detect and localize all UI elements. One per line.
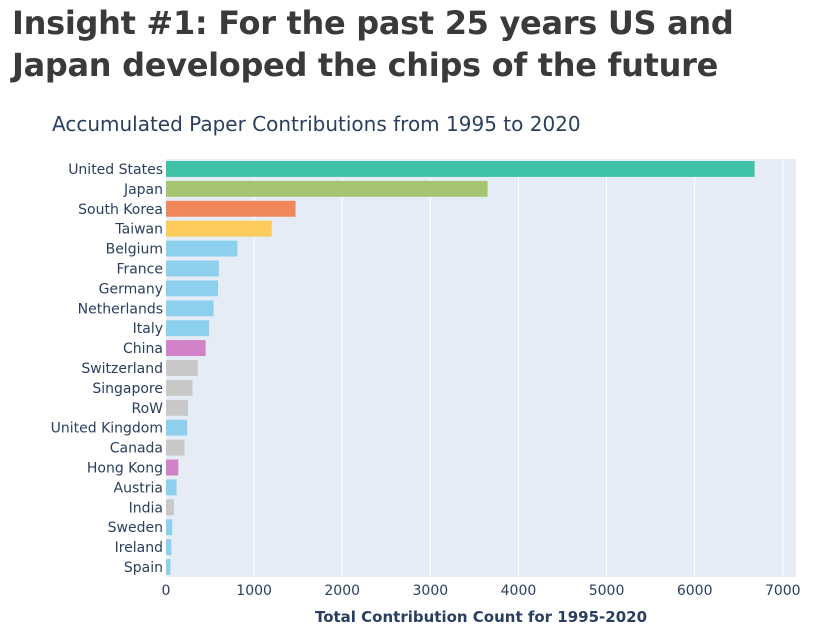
category-label: Spain bbox=[124, 560, 163, 576]
category-label: Japan bbox=[123, 182, 163, 198]
bar bbox=[166, 479, 177, 496]
page-headline: Insight #1: For the past 25 years US and… bbox=[12, 4, 734, 84]
category-label: Hong Kong bbox=[87, 461, 163, 477]
x-tick-label: 6000 bbox=[677, 583, 713, 599]
bar bbox=[166, 559, 171, 576]
bar bbox=[166, 160, 755, 177]
bar bbox=[166, 399, 189, 416]
bar bbox=[166, 180, 488, 197]
category-labels: United States Japan South Korea Taiwan Belgi… bbox=[51, 162, 164, 576]
category-label: Belgium bbox=[106, 242, 163, 258]
x-tick-label: 2000 bbox=[324, 583, 360, 599]
x-tick-label: 4000 bbox=[501, 583, 537, 599]
category-label: Netherlands bbox=[78, 301, 163, 317]
bar bbox=[166, 419, 188, 436]
category-label: Sweden bbox=[108, 520, 163, 536]
category-label: United States bbox=[68, 162, 163, 178]
bar bbox=[166, 280, 218, 297]
category-label: Germany bbox=[99, 281, 163, 297]
category-label: Taiwan bbox=[114, 222, 163, 238]
category-label: Italy bbox=[133, 321, 163, 337]
bar bbox=[166, 240, 238, 257]
bar bbox=[166, 320, 210, 337]
category-label: Austria bbox=[114, 480, 163, 496]
category-label: France bbox=[116, 261, 163, 277]
bar bbox=[166, 200, 296, 217]
bar bbox=[166, 340, 206, 357]
bar bbox=[166, 499, 174, 516]
category-label: China bbox=[123, 341, 163, 357]
category-label: Switzerland bbox=[81, 361, 163, 377]
category-label: India bbox=[129, 500, 163, 516]
bar bbox=[166, 360, 198, 376]
bar bbox=[166, 459, 179, 476]
bar bbox=[166, 539, 172, 556]
chart-title: Accumulated Paper Contributions from 199… bbox=[52, 112, 581, 136]
bar bbox=[166, 300, 214, 317]
bars-group bbox=[166, 160, 755, 576]
category-label: United Kingdom bbox=[51, 421, 163, 437]
bar bbox=[166, 519, 173, 536]
x-axis-title: Total Contribution Count for 1995-2020 bbox=[315, 608, 647, 626]
category-label: Ireland bbox=[115, 540, 163, 556]
category-label: Singapore bbox=[92, 381, 163, 397]
x-axis-ticks: 0 1000 2000 3000 4000 5000 6000 7000 bbox=[162, 583, 801, 599]
category-label: Canada bbox=[110, 441, 163, 457]
bar bbox=[166, 260, 219, 277]
x-tick-label: 5000 bbox=[589, 583, 625, 599]
bar bbox=[166, 220, 272, 237]
category-label: South Korea bbox=[78, 202, 163, 218]
bar bbox=[166, 379, 193, 396]
bar bbox=[166, 439, 185, 456]
x-tick-label: 1000 bbox=[236, 583, 272, 599]
category-label: RoW bbox=[131, 401, 163, 417]
x-tick-label: 0 bbox=[162, 583, 171, 599]
x-tick-label: 7000 bbox=[765, 583, 801, 599]
x-tick-label: 3000 bbox=[413, 583, 449, 599]
